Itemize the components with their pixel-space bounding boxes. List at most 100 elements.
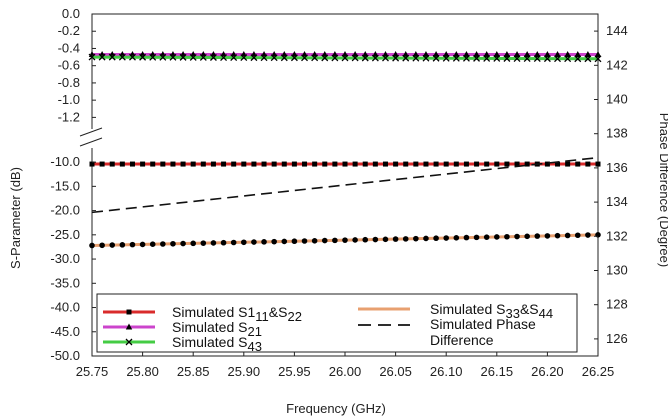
marker-square [575,161,581,167]
marker-x [280,54,288,62]
marker-dot [463,234,470,241]
axis-break-mark-upper [79,127,103,137]
legend-label-subscript: 44 [539,306,553,321]
marker-x [513,55,521,62]
marker-triangle [125,323,133,330]
marker-triangle [372,50,379,57]
y-left-tick-label: -10.0 [50,154,80,169]
marker-x [473,54,481,62]
series-group [88,50,602,249]
marker-dot [301,238,308,244]
marker-dot [382,236,389,243]
marker-dot [504,233,510,240]
marker-square [342,161,348,167]
marker-square [109,161,115,167]
y-right-tick-label: 134 [606,194,628,209]
marker-square [504,161,510,167]
marker-dot [109,242,116,248]
marker-triangle [523,50,531,57]
x-axis-title: Frequency (GHz) [286,401,386,416]
marker-x [503,55,511,62]
marker-dot [372,236,379,243]
marker-dot [524,233,530,240]
marker-square [514,161,520,167]
marker-square [524,161,530,167]
x-tick-label: 25.95 [278,364,311,379]
marker-x [139,53,147,61]
y-left-tick-label: -45.0 [50,324,80,339]
marker-x [189,53,197,61]
x-tick-label: 25.85 [177,364,210,379]
marker-dot [483,234,490,240]
marker-x [371,54,379,62]
marker-x [220,54,228,61]
marker-triangle [412,50,420,57]
marker-dot [89,242,95,249]
marker-dot [585,232,591,238]
legend-label: Simulated S21 [172,319,262,339]
marker-dot [261,239,267,245]
marker-dot [190,240,196,247]
y-right-tick-label: 142 [606,57,628,72]
marker-dot [574,232,581,239]
x-tick-label: 25.75 [76,364,109,379]
marker-x [270,54,278,62]
legend-label-part: Simulated S1 [172,304,255,320]
marker-dot [342,237,348,243]
marker-square [170,161,176,167]
marker-dot [230,239,237,246]
y-right-tick-label: 126 [606,331,628,346]
marker-x [169,53,177,61]
y-left-tick-label: -0.8 [58,75,80,90]
marker-x [594,55,602,63]
marker-square [99,161,105,167]
marker-square [140,161,146,167]
marker-triangle [564,50,571,57]
marker-x [564,55,572,63]
marker-dot [149,241,156,248]
y-left-tick-label: -0.4 [58,40,80,55]
marker-dot [544,233,551,239]
marker-dot [311,237,318,244]
marker-x [432,54,440,62]
x-tick-label: 26.05 [379,364,412,379]
marker-x [412,54,420,62]
y-right-tick-label: 128 [606,297,628,312]
marker-x [209,54,217,61]
marker-triangle [493,50,500,57]
marker-x [493,54,501,62]
marker-triangle [382,50,389,57]
marker-dot [291,238,298,245]
marker-triangle [574,50,581,57]
marker-dot [564,232,571,239]
legend-label-subscript: 33 [505,306,519,321]
marker-square [544,161,550,167]
marker-square [403,161,409,167]
x-tick-label: 26.10 [430,364,463,379]
marker-dot [514,233,520,240]
marker-triangle [453,50,460,57]
marker-square [413,161,419,167]
marker-x [351,54,359,62]
marker-dot [160,241,166,247]
marker-square [302,161,308,167]
marker-square [126,309,132,315]
marker-x [543,55,551,63]
marker-x [301,54,308,62]
marker-square [494,161,500,167]
axis-break-mark-lower [79,137,103,147]
legend-item: Simulated S43 [103,334,262,354]
marker-square [555,161,561,167]
marker-x [392,54,400,62]
marker-triangle [503,50,511,57]
marker-square [150,161,156,167]
marker-triangle [392,50,399,57]
marker-square [119,161,125,167]
marker-dot [180,240,186,247]
y-left-tick-label: -1.0 [58,92,80,107]
x-tick-label: 26.20 [531,364,564,379]
marker-x [230,54,238,62]
legend-label-part: Simulated S [172,334,247,350]
